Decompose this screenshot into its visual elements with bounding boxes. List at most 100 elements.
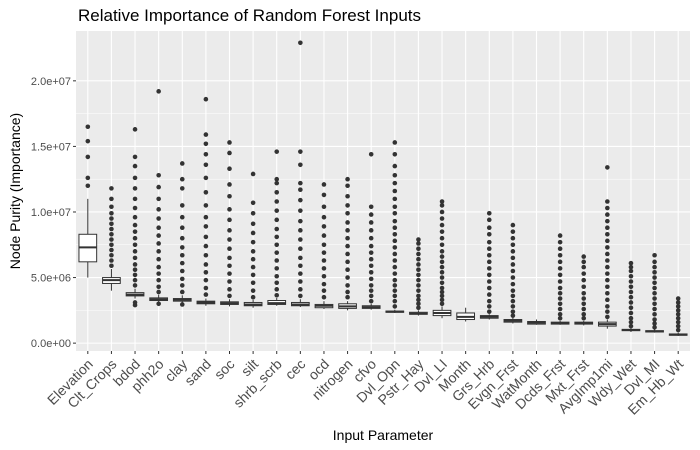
- box-pstr-hay: [409, 237, 428, 316]
- outlier-point: [416, 288, 421, 293]
- outlier-point: [345, 259, 350, 265]
- outlier-point: [203, 234, 209, 240]
- outlier-point: [581, 259, 587, 265]
- outlier-point: [605, 304, 610, 309]
- outlier-point: [274, 266, 280, 271]
- y-tick-label: 0.0e+00: [31, 338, 71, 350]
- outlier-point: [321, 204, 327, 210]
- outlier-point: [628, 273, 634, 279]
- outlier-point: [250, 249, 256, 254]
- outlier-point: [274, 258, 280, 263]
- outlier-point: [510, 313, 516, 318]
- outlier-point: [227, 246, 232, 252]
- box-bdod: [125, 127, 145, 308]
- outlier-point: [368, 212, 374, 217]
- outlier-point: [274, 226, 280, 232]
- outlier-point: [109, 231, 114, 237]
- outlier-point: [510, 262, 516, 267]
- outlier-point: [486, 292, 492, 297]
- outlier-point: [345, 183, 350, 189]
- outlier-point: [156, 241, 161, 246]
- outlier-point: [652, 317, 657, 322]
- outlier-point: [652, 270, 657, 275]
- plot-panel: [76, 31, 690, 351]
- outlier-point: [179, 161, 185, 166]
- outlier-point: [628, 305, 634, 311]
- outlier-point: [605, 245, 610, 250]
- outlier-point: [274, 280, 280, 286]
- outlier-point: [345, 275, 350, 280]
- outlier-point: [132, 300, 138, 305]
- outlier-point: [179, 214, 185, 220]
- outlier-point: [557, 315, 563, 321]
- outlier-point: [392, 210, 398, 216]
- outlier-point: [581, 264, 587, 270]
- outlier-point: [179, 235, 185, 241]
- outlier-point: [156, 277, 161, 283]
- box-silt: [243, 171, 263, 308]
- outlier-point: [675, 327, 681, 333]
- outlier-point: [581, 296, 587, 301]
- outlier-point: [132, 214, 138, 220]
- outlier-point: [416, 272, 421, 278]
- outlier-point: [203, 141, 209, 147]
- box-avgimp1mi: [597, 165, 617, 329]
- outlier-point: [392, 163, 398, 169]
- y-axis-title: Node Purity (Importance): [7, 113, 23, 269]
- outlier-point: [227, 207, 232, 212]
- outlier-point: [250, 171, 256, 177]
- outlier-point: [605, 225, 610, 231]
- outlier-point: [392, 180, 398, 186]
- outlier-point: [156, 301, 161, 307]
- outlier-point: [628, 319, 634, 325]
- outlier-point: [298, 162, 303, 168]
- outlier-point: [557, 290, 563, 296]
- outlier-point: [250, 280, 256, 286]
- outlier-point: [156, 284, 161, 290]
- outlier-point: [298, 237, 303, 242]
- outlier-point: [510, 281, 516, 287]
- outlier-point: [109, 237, 114, 242]
- outlier-point: [605, 314, 610, 320]
- outlier-point: [298, 287, 303, 292]
- outlier-point: [605, 238, 610, 244]
- outlier-point: [439, 229, 445, 234]
- outlier-point: [368, 293, 374, 299]
- outlier-point: [227, 255, 232, 261]
- y-tick-label: 1.5e+07: [31, 141, 71, 153]
- outlier-point: [628, 294, 634, 300]
- chart-title: Relative Importance of Random Forest Inp…: [78, 6, 421, 25]
- outlier-point: [298, 228, 303, 233]
- box-em-hb-wt: [668, 296, 688, 336]
- outlier-point: [557, 266, 563, 271]
- outlier-point: [652, 285, 657, 291]
- outlier-point: [132, 235, 138, 241]
- outlier-point: [227, 279, 232, 284]
- outlier-point: [179, 245, 185, 250]
- outlier-point: [250, 288, 256, 293]
- outlier-point: [675, 300, 681, 305]
- outlier-point: [274, 149, 280, 154]
- outlier-point: [227, 287, 232, 292]
- outlier-point: [298, 255, 303, 261]
- outlier-point: [581, 290, 587, 296]
- box-dcds-frst: [550, 233, 570, 325]
- outlier-point: [486, 259, 492, 265]
- outlier-point: [439, 254, 445, 259]
- outlier-point: [250, 230, 256, 236]
- outlier-point: [510, 309, 516, 314]
- outlier-point: [510, 235, 516, 241]
- outlier-point: [557, 246, 563, 252]
- outlier-point: [274, 292, 280, 298]
- outlier-point: [439, 293, 445, 299]
- outlier-point: [203, 252, 209, 258]
- outlier-point: [203, 132, 209, 137]
- outlier-point: [368, 283, 374, 288]
- outlier-point: [132, 272, 138, 278]
- outlier-point: [510, 275, 516, 280]
- outlier-point: [392, 293, 398, 299]
- outlier-point: [605, 199, 610, 204]
- outlier-point: [605, 277, 610, 283]
- y-tick-label: 1.0e+07: [31, 207, 71, 219]
